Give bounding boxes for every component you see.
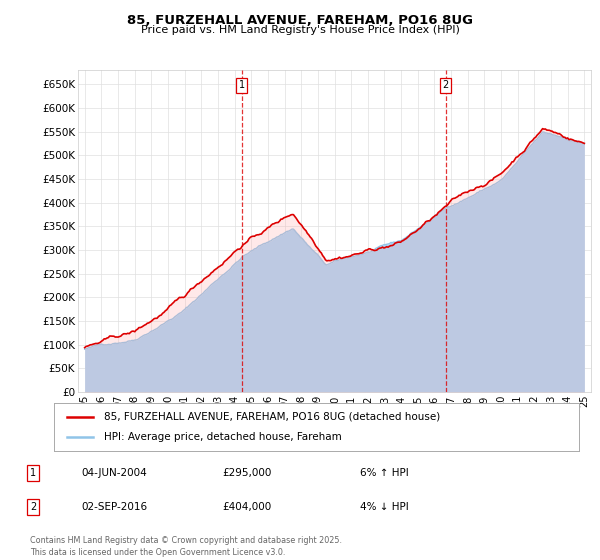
Text: 85, FURZEHALL AVENUE, FAREHAM, PO16 8UG (detached house): 85, FURZEHALL AVENUE, FAREHAM, PO16 8UG … bbox=[104, 412, 440, 422]
Text: 2: 2 bbox=[30, 502, 36, 512]
Text: 85, FURZEHALL AVENUE, FAREHAM, PO16 8UG: 85, FURZEHALL AVENUE, FAREHAM, PO16 8UG bbox=[127, 14, 473, 27]
Text: Contains HM Land Registry data © Crown copyright and database right 2025.
This d: Contains HM Land Registry data © Crown c… bbox=[30, 536, 342, 557]
Text: £295,000: £295,000 bbox=[222, 468, 271, 478]
Text: 2: 2 bbox=[442, 80, 449, 90]
Text: 1: 1 bbox=[238, 80, 245, 90]
Text: Price paid vs. HM Land Registry's House Price Index (HPI): Price paid vs. HM Land Registry's House … bbox=[140, 25, 460, 35]
Text: 1: 1 bbox=[30, 468, 36, 478]
Text: 02-SEP-2016: 02-SEP-2016 bbox=[81, 502, 147, 512]
Text: 4% ↓ HPI: 4% ↓ HPI bbox=[360, 502, 409, 512]
Text: 04-JUN-2004: 04-JUN-2004 bbox=[81, 468, 147, 478]
Text: HPI: Average price, detached house, Fareham: HPI: Average price, detached house, Fare… bbox=[104, 432, 341, 442]
Text: £404,000: £404,000 bbox=[222, 502, 271, 512]
Text: 6% ↑ HPI: 6% ↑ HPI bbox=[360, 468, 409, 478]
